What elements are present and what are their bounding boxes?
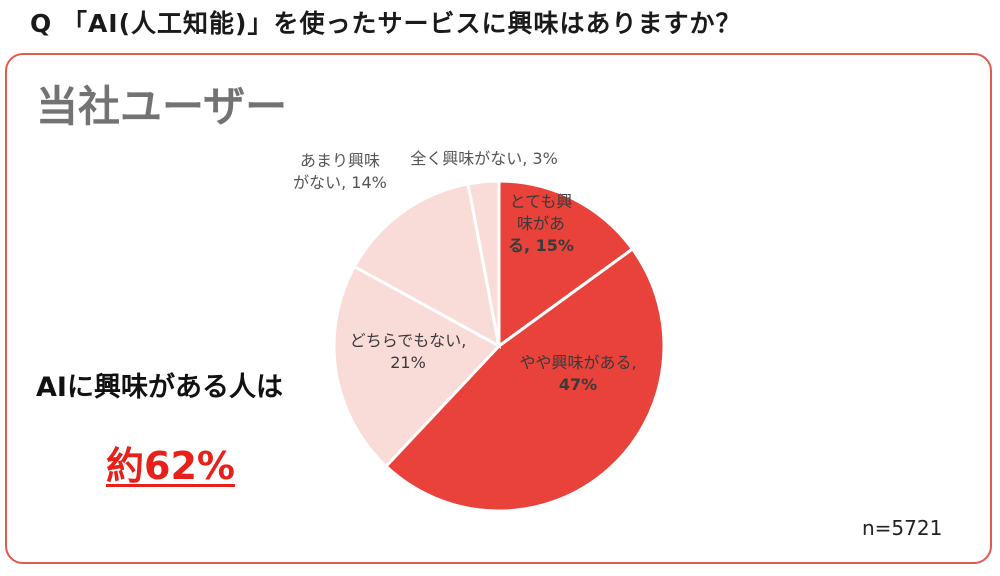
chart-panel xyxy=(5,53,992,564)
slice-label-line: 47% xyxy=(559,375,597,394)
pie-slice-3 xyxy=(352,182,502,349)
summary-value: 約62% xyxy=(106,444,235,488)
slice-label-line: とても興 xyxy=(510,192,573,211)
panel-title: 当社ユーザー xyxy=(36,82,288,131)
sample-size: n=5721 xyxy=(862,516,943,540)
slice-label-0: とても興味がある, 15% xyxy=(508,192,574,255)
slice-label-2: どちらでもない, 21% xyxy=(350,331,467,372)
slice-label-line: あまり興味 xyxy=(300,151,380,170)
slice-label-line: 21% xyxy=(390,353,426,372)
summary-label: AIに興味がある人は xyxy=(36,372,283,403)
slice-label-line: る, 15% xyxy=(508,236,574,255)
slice-label-line: がない, 14% xyxy=(293,173,387,192)
pie-slice-0 xyxy=(497,179,635,349)
slice-label-line: どちらでもない, xyxy=(350,331,467,350)
slice-label-line: やや興味がある, xyxy=(519,353,636,372)
slice-label-4: 全く興味がない, 3% xyxy=(410,149,558,168)
pie-slice-4 xyxy=(466,179,501,347)
slice-label-3: あまり興味がない, 14% xyxy=(293,151,387,192)
pie-slice-2 xyxy=(332,264,502,469)
slice-label-1: やや興味がある, 47% xyxy=(519,353,636,394)
slice-label-line: 全く興味がない, 3% xyxy=(410,149,558,168)
slice-label-line: 味があ xyxy=(517,214,565,233)
question-title: Q 「AI(人工知能)」を使ったサービスに興味はありますか？ xyxy=(30,9,742,38)
pie-slice-1 xyxy=(383,246,666,513)
